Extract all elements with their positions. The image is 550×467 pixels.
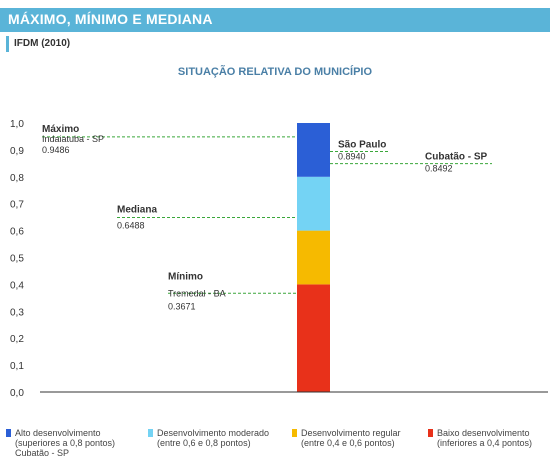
legend-label-baixo: Baixo desenvolvimento [437, 428, 530, 438]
y-tick-label: 0,4 [10, 280, 24, 291]
y-tick-label: 0,1 [10, 361, 24, 372]
bar-segment-1 [297, 230, 330, 285]
y-tick-label: 1,0 [10, 119, 24, 130]
legend-label-regular: Desenvolvimento regular [301, 428, 401, 438]
bar-segment-2 [297, 176, 330, 231]
marker-value-0: 0.9486 [42, 145, 70, 155]
legend-range-moderado: (entre 0,6 e 0,8 pontos) [157, 438, 251, 448]
marker-label-3: São Paulo [338, 140, 386, 151]
marker-value-2: 0.3671 [168, 301, 196, 311]
legend-swatch-alto [6, 429, 11, 437]
legend-label-moderado: Desenvolvimento moderado [157, 428, 270, 438]
y-tick-label: 0,6 [10, 227, 24, 238]
y-tick-label: 0,7 [10, 200, 24, 211]
marker-sub-0: Indaiatuba - SP [42, 134, 104, 144]
subheader-accent [6, 36, 9, 52]
legend-range-regular: (entre 0,4 e 0,6 pontos) [301, 438, 395, 448]
y-tick-label: 0,5 [10, 254, 24, 265]
marker-value-4: 0.8492 [425, 164, 453, 174]
bar-segment-0 [297, 284, 330, 392]
y-tick-label: 0,0 [10, 388, 24, 399]
y-tick-label: 0,8 [10, 173, 24, 184]
header-bar: MÁXIMO, MÍNIMO E MEDIANA [0, 8, 550, 32]
legend-city-alto: Cubatão - SP [15, 448, 70, 458]
marker-label-1: Mediana [117, 204, 157, 215]
marker-label-4: Cubatão - SP [425, 152, 488, 163]
marker-label-0: Máximo [42, 124, 79, 135]
chart: 1,0 0,9 0,8 0,7 0,6 0,5 0,4 0,3 0,2 0,1 0,0 MáximoI… [10, 119, 548, 399]
legend-swatch-regular [292, 429, 297, 437]
legend-range-baixo: (inferiores a 0,4 pontos) [437, 438, 533, 448]
marker-value-1: 0.6488 [117, 220, 145, 230]
page-title: MÁXIMO, MÍNIMO E MEDIANA [8, 11, 213, 27]
legend-swatch-moderado [148, 429, 153, 437]
subheader-label: IFDM (2010) [14, 38, 71, 49]
legend-range-alto: (superiores a 0,8 pontos) [15, 438, 116, 448]
chart-title: SITUAÇÃO RELATIVA DO MUNICÍPIO [177, 66, 373, 78]
marker-label-2: Mínimo [168, 271, 203, 282]
marker-value-3: 0.8940 [338, 152, 366, 162]
legend-label-alto: Alto desenvolvimento [15, 428, 101, 438]
y-tick-label: 0,3 [10, 307, 24, 318]
y-tick-label: 0,2 [10, 334, 24, 345]
subheader: IFDM (2010) [0, 34, 550, 54]
marker-sub-2: Tremedal - BA [168, 288, 226, 298]
bar-segment-3 [297, 123, 330, 177]
legend-swatch-baixo [428, 429, 433, 437]
y-tick-label: 0,9 [10, 146, 24, 157]
legend: Alto desenvolvimento (superiores a 0,8 p… [0, 428, 550, 464]
